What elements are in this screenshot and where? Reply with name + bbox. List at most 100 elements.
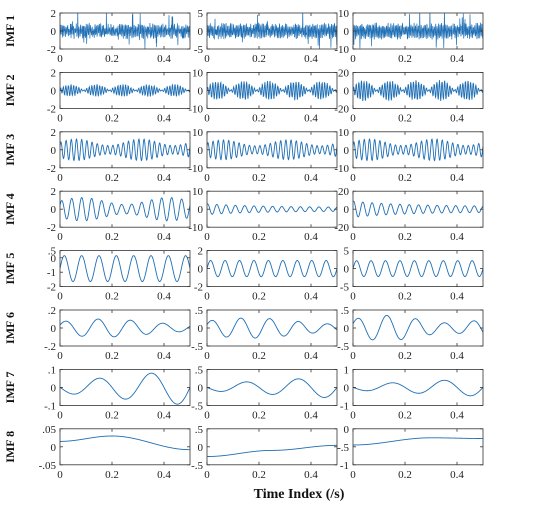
y-tick-label: 0: [51, 323, 57, 335]
y-tick-label: .05: [42, 424, 56, 436]
y-tick-label: .5: [341, 305, 350, 317]
x-tick-label: 0.4: [450, 409, 464, 421]
x-tick-label: 0: [350, 172, 356, 184]
y-tick-label: -2: [47, 222, 56, 234]
y-tick-label: 2: [51, 127, 57, 139]
x-tick-label: 0: [57, 231, 63, 243]
axes-box: [352, 190, 484, 228]
row-label: IMF 2: [3, 74, 17, 106]
x-tick-label: 0.2: [252, 231, 266, 243]
y-tick-label: .5: [195, 305, 204, 317]
x-tick-label: 0.4: [304, 350, 318, 362]
y-tick-label: 0: [344, 424, 350, 436]
series-line: [207, 139, 337, 161]
series-line: [207, 444, 337, 457]
y-tick-label: 1: [344, 364, 350, 376]
x-tick-label: 0.4: [450, 291, 464, 303]
row-label: IMF 8: [3, 431, 17, 463]
axes-box: [59, 368, 191, 406]
y-tick-label: 0: [51, 26, 57, 38]
x-tick-label: 0.4: [157, 231, 171, 243]
x-tick-label: 0.4: [304, 172, 318, 184]
y-tick-label: 2: [51, 186, 57, 198]
x-tick-label: 0: [350, 469, 356, 481]
series-line: [207, 260, 337, 278]
y-tick-label: -2: [47, 163, 56, 175]
x-tick-label: 0.4: [450, 172, 464, 184]
x-tick-label: 0.4: [450, 350, 464, 362]
series-line: [60, 13, 190, 49]
x-tick-label: 0: [204, 231, 210, 243]
x-tick-label: 0.2: [252, 469, 266, 481]
y-tick-label: 0: [51, 85, 57, 97]
x-tick-label: 0: [350, 112, 356, 124]
y-tick-label: 0: [198, 145, 204, 157]
y-tick-label: -2: [47, 103, 56, 115]
series-line: [353, 200, 483, 218]
x-tick-label: 0.4: [304, 53, 318, 65]
x-tick-label: 0.2: [105, 409, 119, 421]
y-tick-label: -1: [47, 267, 56, 279]
row-label: IMF 3: [3, 134, 17, 166]
x-tick-label: 0.2: [252, 172, 266, 184]
y-tick-label: -5: [340, 282, 350, 294]
x-tick-label: 0.2: [398, 409, 412, 421]
y-tick-label: -10: [188, 163, 203, 175]
y-tick-label: -.5: [337, 442, 349, 454]
y-tick-label: 0: [51, 442, 57, 454]
x-tick-label: 0.4: [157, 409, 171, 421]
y-tick-label: -.05: [39, 460, 57, 472]
x-tick-label: 0.4: [304, 231, 318, 243]
x-tick-label: 0.4: [450, 53, 464, 65]
y-tick-label: -2: [47, 44, 56, 56]
y-tick-label: 0: [51, 145, 57, 157]
y-tick-label: 0: [344, 323, 350, 335]
x-tick-label: 0: [57, 469, 63, 481]
x-tick-label: 0: [57, 350, 63, 362]
x-tick-label: 0.4: [304, 409, 318, 421]
series-line: [207, 378, 337, 398]
x-tick-label: 0.4: [157, 172, 171, 184]
row-label: IMF 4: [3, 193, 17, 225]
y-tick-label: .1: [48, 364, 56, 376]
y-tick-label: 0: [344, 85, 350, 97]
row-label: IMF 5: [3, 253, 17, 285]
x-tick-label: 0.2: [105, 231, 119, 243]
x-tick-label: 0.2: [398, 469, 412, 481]
y-tick-label: 2: [51, 8, 57, 20]
x-tick-label: 0: [57, 291, 63, 303]
axes-box: [352, 309, 484, 347]
y-tick-label: 0: [198, 442, 204, 454]
y-tick-label: 0: [198, 323, 204, 335]
y-tick-label: 0: [344, 145, 350, 157]
x-tick-label: 0.4: [157, 291, 171, 303]
series-line: [60, 318, 190, 338]
x-tick-label: 0.4: [450, 469, 464, 481]
y-tick-label: 0: [51, 204, 57, 216]
y-tick-label: .5: [48, 246, 57, 258]
y-tick-label: 0: [344, 382, 350, 394]
x-tick-label: 0.4: [304, 469, 318, 481]
x-tick-label: 0: [204, 409, 210, 421]
x-tick-label: 0: [57, 53, 63, 65]
x-tick-label: 0.2: [105, 172, 119, 184]
series-line: [353, 437, 483, 446]
y-tick-label: 0: [344, 204, 350, 216]
x-tick-label: 0.4: [450, 231, 464, 243]
y-tick-label: -10: [188, 222, 203, 234]
x-tick-label: 0.4: [304, 112, 318, 124]
y-tick-label: 10: [338, 127, 350, 139]
y-tick-label: 0: [51, 253, 57, 265]
y-tick-label: -2: [47, 282, 56, 294]
axes-box: [352, 428, 484, 466]
x-tick-label: 0.2: [398, 231, 412, 243]
series-line: [207, 203, 337, 215]
series-line: [207, 80, 337, 101]
y-tick-label: 10: [192, 186, 204, 198]
x-tick-label: 0.2: [105, 53, 119, 65]
y-tick-label: -.5: [191, 400, 203, 412]
series-line: [353, 13, 483, 49]
y-tick-label: 0: [198, 26, 204, 38]
y-tick-label: 10: [192, 67, 204, 79]
